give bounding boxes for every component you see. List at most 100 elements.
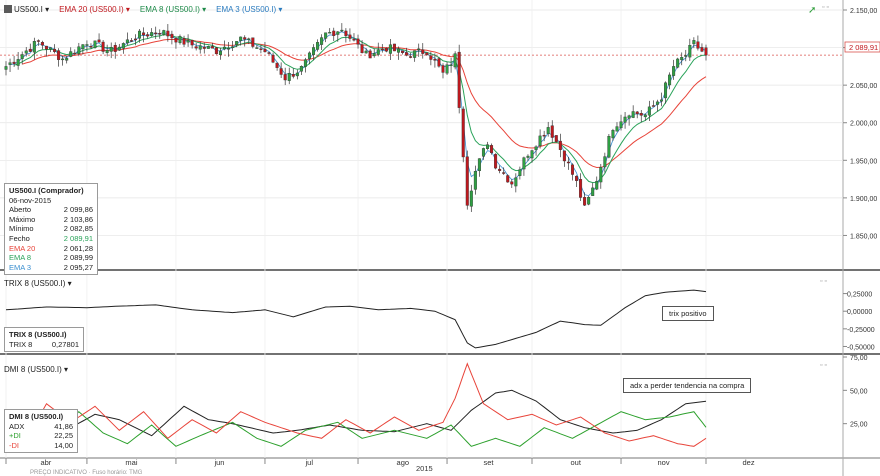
candle-body: [392, 43, 396, 52]
trix-menu[interactable]: TRIX 8 (US500.I) ▾: [4, 278, 72, 288]
candle: [611, 128, 615, 141]
candle-body: [437, 58, 441, 67]
candle-body: [105, 50, 109, 53]
candle: [186, 34, 190, 47]
candle-body: [445, 64, 449, 74]
candle-body: [518, 169, 522, 176]
candle-body: [384, 47, 388, 52]
ema20-label: EMA 20 (US500.I): [59, 4, 124, 14]
candle-body: [113, 45, 117, 52]
candle: [206, 45, 210, 49]
candle-body: [441, 65, 445, 73]
candle: [328, 28, 332, 34]
candle-body: [469, 190, 473, 207]
candle-body: [24, 50, 28, 54]
candle-body: [121, 43, 125, 49]
legend-value: 2 095,27: [63, 262, 93, 272]
candle-body: [372, 53, 376, 57]
candle: [413, 50, 417, 62]
candle: [36, 39, 40, 46]
legend-value: 2 061,28: [63, 243, 93, 253]
candle-body: [239, 36, 243, 42]
candle: [113, 42, 117, 59]
candle: [214, 46, 218, 55]
candle-body: [619, 121, 623, 129]
candle-body: [53, 48, 57, 52]
candle: [417, 43, 421, 57]
candle: [348, 28, 352, 42]
trend-arrow-icon[interactable]: ➚: [808, 5, 817, 16]
candle: [518, 166, 522, 180]
candle: [570, 163, 574, 181]
legend-label: -DI: [9, 440, 19, 450]
candle-body: [465, 156, 469, 206]
candle: [12, 55, 16, 67]
candle: [441, 63, 445, 79]
dmi-annotation: adx a perder tendencia na compra: [623, 378, 752, 393]
ema20-line: [22, 38, 707, 169]
candle: [587, 195, 591, 206]
candle-body: [659, 99, 663, 102]
dmi-tick-label: 50,00: [850, 388, 868, 395]
candle: [514, 173, 518, 193]
candle: [202, 42, 206, 54]
candle: [562, 150, 566, 167]
candle-body: [194, 46, 198, 49]
candle: [332, 27, 336, 41]
candle: [368, 49, 372, 59]
candle-body: [162, 30, 166, 35]
window-controls-icon[interactable]: ▫ ▫: [822, 4, 829, 11]
legend-row-fecho: Fecho 2 089,91: [9, 234, 93, 244]
dmi-window-controls-icon[interactable]: ▫ ▫: [820, 362, 827, 369]
trix-series-line: [5, 289, 707, 349]
candle-body: [166, 30, 170, 37]
legend-label: EMA 20: [9, 243, 36, 253]
candle: [57, 48, 61, 67]
candle: [275, 62, 279, 71]
candle: [231, 41, 235, 51]
candle: [392, 43, 396, 52]
candle: [40, 40, 44, 50]
candle-body: [231, 46, 235, 48]
candle-body: [142, 32, 146, 36]
candle: [676, 57, 680, 69]
candle: [700, 43, 704, 53]
candle: [142, 27, 146, 43]
candle-body: [328, 32, 332, 34]
candle: [133, 34, 137, 46]
legend-label: Máximo: [9, 214, 36, 224]
candle-body: [210, 46, 214, 49]
legend-value: 14,00: [54, 440, 73, 450]
candle-body: [109, 47, 113, 52]
candle-body: [287, 72, 291, 81]
ema20-menu[interactable]: EMA 20 (US500.I) ▾: [59, 4, 130, 14]
candle: [554, 135, 558, 143]
ema8-menu[interactable]: EMA 8 (US500.I) ▾: [139, 4, 207, 14]
candle: [530, 149, 534, 163]
trix-window-controls-icon[interactable]: ▫ ▫: [820, 278, 827, 285]
candle: [235, 41, 239, 48]
candle-body: [320, 37, 324, 45]
candle-body: [651, 105, 655, 107]
candle: [194, 42, 198, 51]
candle-body: [227, 48, 231, 50]
time-axis: abr mai jun jul ago set out nov dez: [5, 458, 755, 467]
symbol-menu[interactable]: US500.I ▾: [4, 5, 49, 14]
last-price-label: 2 089,91: [849, 43, 878, 52]
candle: [299, 65, 303, 76]
candle: [291, 68, 295, 79]
dmi-menu[interactable]: DMI 8 (US500.I) ▾: [4, 364, 69, 374]
candle-body: [190, 39, 194, 46]
candle-body: [486, 144, 490, 149]
candle: [166, 24, 170, 42]
candle: [631, 105, 635, 119]
candle-body: [101, 41, 105, 52]
month-label: mai: [125, 458, 137, 467]
candle-body: [566, 161, 570, 164]
ema3-menu[interactable]: EMA 3 (US500.I) ▾: [216, 4, 283, 14]
candle: [579, 173, 583, 202]
candle: [599, 163, 603, 189]
candle-body: [93, 40, 97, 48]
candle-body: [696, 41, 700, 49]
